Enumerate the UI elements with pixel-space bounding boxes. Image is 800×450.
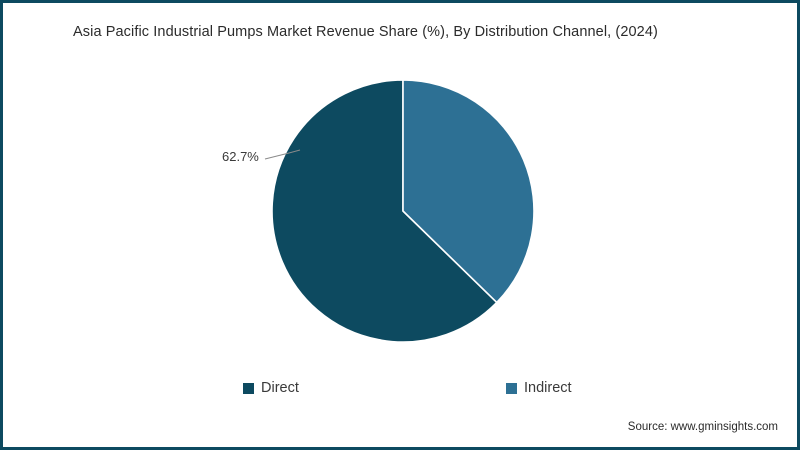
pie-slice-indirect[interactable] [402, 79, 535, 304]
pie-slices [271, 79, 535, 343]
pie-label-direct: 62.7% [222, 149, 259, 164]
legend-swatch-indirect-icon [506, 382, 517, 394]
pie-chart-plot-area: 62.7% [3, 3, 797, 447]
pie-slice-direct[interactable] [271, 79, 498, 343]
legend-swatch-direct-icon [243, 382, 254, 394]
leader-line-direct [264, 149, 301, 160]
pie-chart-svg [264, 79, 535, 343]
legend-label-direct: Direct [261, 380, 299, 396]
page-title: Asia Pacific Industrial Pumps Market Rev… [73, 24, 658, 40]
source-note: Source: www.gminsights.com [627, 421, 778, 433]
legend-item-indirect[interactable]: Indirect [506, 381, 572, 396]
legend-item-direct[interactable]: Direct [243, 381, 299, 396]
legend: Direct Indirect [243, 381, 593, 403]
legend-label-indirect: Indirect [524, 380, 572, 396]
